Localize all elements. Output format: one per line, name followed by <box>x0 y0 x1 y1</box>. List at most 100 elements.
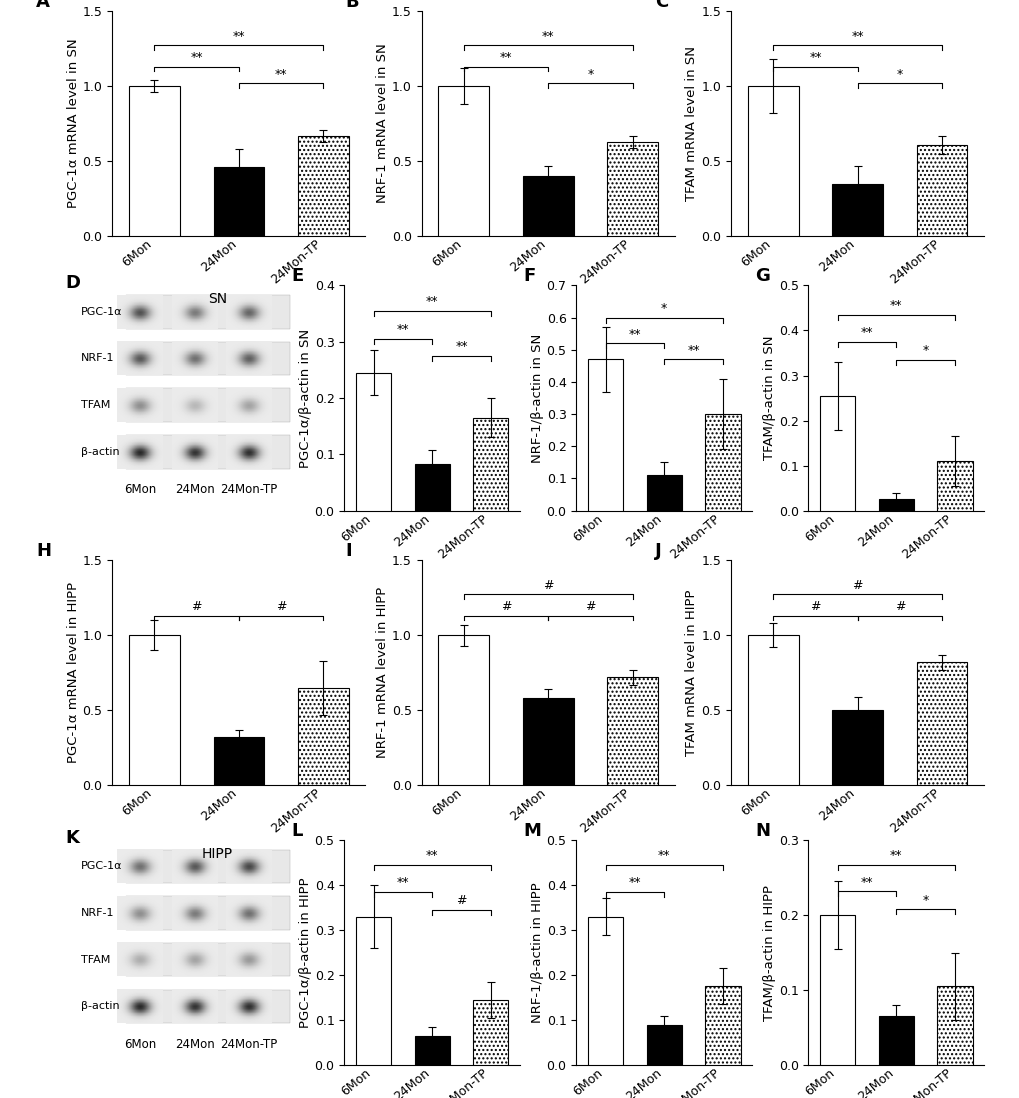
Text: *: * <box>896 68 902 80</box>
Text: **: ** <box>851 30 863 43</box>
Text: D: D <box>65 274 81 292</box>
Text: 6Mon: 6Mon <box>123 1038 156 1051</box>
Text: NRF-1: NRF-1 <box>81 354 114 363</box>
Bar <box>473 1000 508 1065</box>
Text: 24Mon-TP: 24Mon-TP <box>220 483 277 496</box>
Text: #: # <box>585 600 595 613</box>
Bar <box>523 698 573 785</box>
Text: **: ** <box>499 51 512 64</box>
Text: #: # <box>894 600 904 613</box>
Text: PGC-1α: PGC-1α <box>81 306 122 317</box>
Text: L: L <box>291 822 303 840</box>
Y-axis label: TFAM/β-actin in HIPP: TFAM/β-actin in HIPP <box>762 885 775 1020</box>
Text: **: ** <box>191 51 203 64</box>
Bar <box>646 475 682 511</box>
Text: **: ** <box>426 295 438 309</box>
Text: *: * <box>587 68 593 80</box>
Text: H: H <box>37 542 51 560</box>
Text: **: ** <box>396 324 409 336</box>
Bar <box>832 183 882 236</box>
Bar <box>126 341 289 376</box>
Bar <box>213 737 264 785</box>
Bar <box>126 943 289 976</box>
Bar <box>298 135 348 236</box>
Text: J: J <box>654 542 661 560</box>
Y-axis label: PGC-1α/β-actin in HIPP: PGC-1α/β-actin in HIPP <box>299 877 312 1028</box>
Bar <box>126 435 289 469</box>
Text: K: K <box>65 829 78 847</box>
Text: 6Mon: 6Mon <box>123 483 156 496</box>
Bar <box>126 295 289 328</box>
Bar <box>129 635 179 785</box>
Text: **: ** <box>890 849 902 862</box>
Text: **: ** <box>396 876 409 889</box>
Text: #: # <box>852 579 862 592</box>
Text: **: ** <box>657 849 669 862</box>
Bar <box>832 710 882 785</box>
Text: *: * <box>660 302 666 315</box>
Text: A: A <box>37 0 50 11</box>
Bar <box>819 395 854 511</box>
Bar <box>126 989 289 1023</box>
Bar <box>588 917 623 1065</box>
Bar <box>747 635 798 785</box>
Y-axis label: PGC-1α mRNA level in HIPP: PGC-1α mRNA level in HIPP <box>66 582 79 763</box>
Text: *: * <box>921 345 928 357</box>
Bar <box>415 1035 449 1065</box>
Bar <box>916 145 966 236</box>
Bar <box>588 359 623 511</box>
Bar <box>129 86 179 236</box>
Bar <box>646 1024 682 1065</box>
Text: I: I <box>345 542 352 560</box>
Bar <box>356 372 391 511</box>
Bar <box>523 176 573 236</box>
Text: **: ** <box>860 875 872 888</box>
Y-axis label: NRF-1 mRNA level in SN: NRF-1 mRNA level in SN <box>376 44 388 203</box>
Text: HIPP: HIPP <box>202 847 232 861</box>
Y-axis label: TFAM mRNA level in HIPP: TFAM mRNA level in HIPP <box>685 590 698 755</box>
Y-axis label: TFAM/β-actin in SN: TFAM/β-actin in SN <box>762 336 775 460</box>
Text: **: ** <box>628 876 641 889</box>
Y-axis label: NRF-1/β-actin in HIPP: NRF-1/β-actin in HIPP <box>530 882 543 1023</box>
Bar <box>126 850 289 883</box>
Text: TFAM: TFAM <box>81 954 110 965</box>
Bar <box>705 986 740 1065</box>
Text: 24Mon-TP: 24Mon-TP <box>220 1038 277 1051</box>
Bar <box>606 142 657 236</box>
Y-axis label: NRF-1/β-actin in SN: NRF-1/β-actin in SN <box>530 334 543 462</box>
Text: PGC-1α: PGC-1α <box>81 861 122 872</box>
Y-axis label: PGC-1α/β-actin in SN: PGC-1α/β-actin in SN <box>299 328 312 468</box>
Text: #: # <box>455 894 467 907</box>
Text: NRF-1: NRF-1 <box>81 908 114 918</box>
Text: #: # <box>275 600 286 613</box>
Bar <box>606 677 657 785</box>
Text: 24Mon: 24Mon <box>174 483 214 496</box>
Y-axis label: NRF-1 mRNA level in HIPP: NRF-1 mRNA level in HIPP <box>376 587 388 758</box>
Text: N: N <box>755 822 769 840</box>
Bar <box>819 915 854 1065</box>
Y-axis label: PGC-1α mRNA level in SN: PGC-1α mRNA level in SN <box>66 38 79 209</box>
Text: **: ** <box>274 68 287 80</box>
Text: M: M <box>523 822 541 840</box>
Text: β-actin: β-actin <box>81 1001 119 1011</box>
Bar <box>298 687 348 785</box>
Text: 24Mon: 24Mon <box>174 1038 214 1051</box>
Text: **: ** <box>426 849 438 862</box>
Bar <box>356 917 391 1065</box>
Bar <box>705 414 740 511</box>
Text: **: ** <box>541 30 554 43</box>
Text: **: ** <box>232 30 245 43</box>
Text: **: ** <box>808 51 821 64</box>
Text: #: # <box>542 579 553 592</box>
Text: **: ** <box>628 328 641 340</box>
Text: #: # <box>500 600 511 613</box>
Bar <box>126 896 289 930</box>
Text: E: E <box>291 268 304 285</box>
Y-axis label: TFAM mRNA level in SN: TFAM mRNA level in SN <box>685 46 698 201</box>
Bar <box>213 167 264 236</box>
Bar <box>878 500 913 511</box>
Text: #: # <box>809 600 820 613</box>
Text: **: ** <box>454 340 468 354</box>
Bar <box>126 389 289 422</box>
Text: **: ** <box>687 344 699 357</box>
